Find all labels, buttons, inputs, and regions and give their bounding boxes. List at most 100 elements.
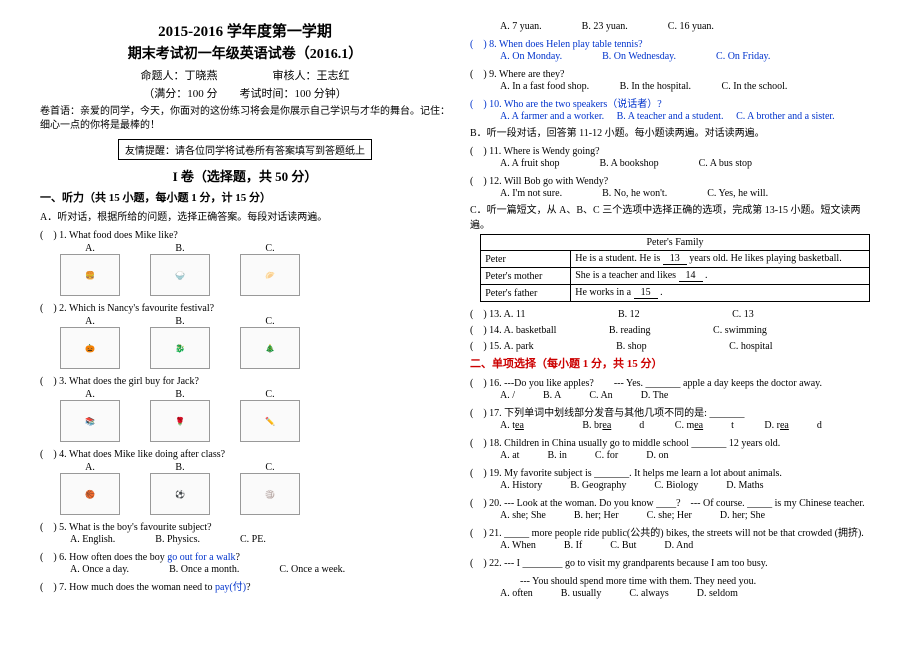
- q11c: C. A bus stop: [699, 158, 752, 169]
- q11b: B. A bookshop: [599, 158, 658, 169]
- tip-wrap: 友情提醒：请各位同学将试卷所有答案填写到答题纸上: [40, 137, 450, 162]
- volleyball-icon: 🏐: [240, 473, 300, 515]
- q11-opts: A. A fruit shop B. A bookshop C. A bus s…: [500, 158, 880, 169]
- q1-img-a: A.🍔: [60, 243, 120, 296]
- row1-label: Peter: [481, 251, 571, 268]
- burger-icon: 🍔: [60, 254, 120, 296]
- dumpling-icon: 🥟: [240, 254, 300, 296]
- q22-opts: A. oftenB. usuallyC. alwaysD. seldom: [500, 588, 880, 599]
- q1-img-c: C.🥟: [240, 243, 300, 296]
- q5-opts: A. English. B. Physics. C. PE.: [70, 534, 450, 545]
- tip-box: 友情提醒：请各位同学将试卷所有答案填写到答题纸上: [118, 139, 372, 160]
- q3-img-b: B.🌹: [150, 389, 210, 442]
- q3-img-c: C.✏️: [240, 389, 300, 442]
- q15b: B. shop: [616, 341, 647, 352]
- q8c: C. On Friday.: [716, 51, 770, 62]
- family-table: Peter's Family Peter He is a student. He…: [480, 234, 870, 302]
- q9a: A. In a fast food shop.: [500, 81, 589, 92]
- q10: ( ) 10. Who are the two speakers（说话者）?: [470, 95, 880, 110]
- q4-images: A.🏀 B.⚽ C.🏐: [60, 462, 450, 515]
- q11: ( ) 11. Where is Wendy going?: [470, 142, 880, 157]
- q3-images: A.📚 B.🌹 C.✏️: [60, 389, 450, 442]
- q14-line: ( ) 14. A. basketball B. reading C. swim…: [470, 321, 880, 336]
- partA-instr: A．听对话，根据所给的问题，选择正确答案。每段对话读两遍。: [40, 208, 450, 223]
- q10-opts: A. A farmer and a worker. B. A teacher a…: [500, 111, 880, 122]
- partB-instr: B．听一段对话，回答第 11-12 小题。每小题读两遍。对话读两遍。: [470, 124, 880, 139]
- q17-opts: A. tea B. bread C. meat D. read: [500, 420, 880, 431]
- q16-opts: A. /B. AC. AnD. The: [500, 390, 880, 401]
- q2-img-c: C.🎄: [240, 316, 300, 369]
- q7: ( ) 7. How much does the woman need to p…: [40, 578, 450, 593]
- q14: ( ) 14. A. basketball: [470, 325, 556, 336]
- row1-text: He is a student. He is 13 years old. He …: [571, 251, 870, 268]
- q3-img-a: A.📚: [60, 389, 120, 442]
- choice-title: 二、单项选择（每小题 1 分，共 15 分）: [470, 355, 880, 371]
- q21: ( ) 21. _____ more people ride public(公共…: [470, 524, 880, 539]
- score-line: （满分：100 分 考试时间：100 分钟）: [40, 85, 450, 101]
- q22-line2: --- You should spend more time with them…: [490, 572, 880, 587]
- q20: ( ) 20. --- Look at the woman. Do you kn…: [470, 494, 880, 509]
- flower-icon: 🌹: [150, 400, 210, 442]
- q15: ( ) 15. A. park: [470, 341, 534, 352]
- q17: ( ) 17. 下列单词中划线部分发音与其他几项不同的是: _______: [470, 404, 880, 419]
- q21-opts: A. WhenB. IfC. ButD. And: [500, 540, 880, 551]
- row3-text: He works in a 15 .: [571, 285, 870, 302]
- q8: ( ) 8. When does Helen play table tennis…: [470, 35, 880, 50]
- q19-opts: A. HistoryB. GeographyC. BiologyD. Maths: [500, 480, 880, 491]
- q2-img-b: B.🐉: [150, 316, 210, 369]
- q18: ( ) 18. Children in China usually go to …: [470, 434, 880, 449]
- q4: ( ) 4. What does Mike like doing after c…: [40, 445, 450, 460]
- q10c: C. A brother and a sister.: [736, 111, 835, 122]
- q5: ( ) 5. What is the boy's favourite subje…: [40, 518, 450, 533]
- q5b: B. Physics.: [155, 534, 200, 545]
- football-icon: ⚽: [150, 473, 210, 515]
- q19: ( ) 19. My favorite subject is _______. …: [470, 464, 880, 479]
- title-sub: 期末考试初一年级英语试卷（2016.1）: [40, 43, 450, 63]
- q13b: B. 12: [618, 309, 640, 320]
- q14b: B. reading: [609, 325, 651, 336]
- row2-label: Peter's mother: [481, 268, 571, 285]
- right-column: A. 7 yuan. B. 23 yuan. C. 16 yuan. ( ) 8…: [460, 20, 890, 630]
- q12b: B. No, he won't.: [602, 188, 667, 199]
- q11a: A. A fruit shop: [500, 158, 559, 169]
- q2: ( ) 2. Which is Nancy's favourite festiv…: [40, 299, 450, 314]
- q2-images: A.🎃 B.🐉 C.🎄: [60, 316, 450, 369]
- author-line: 命题人：丁晓燕 审核人：王志红: [40, 67, 450, 83]
- q5a: A. English.: [70, 534, 115, 545]
- q9-opts: A. In a fast food shop. B. In the hospit…: [500, 81, 880, 92]
- q9: ( ) 9. Where are they?: [470, 65, 880, 80]
- q6c: C. Once a week.: [279, 564, 345, 575]
- q18-opts: A. atB. inC. forD. on: [500, 450, 880, 461]
- title-main: 2015-2016 学年度第一学期: [40, 20, 450, 41]
- christmas-icon: 🎄: [240, 327, 300, 369]
- q12a: A. I'm not sure.: [500, 188, 562, 199]
- q3: ( ) 3. What does the girl buy for Jack?: [40, 372, 450, 387]
- section1-title: I 卷（选择题，共 50 分）: [40, 166, 450, 185]
- q13-line: ( ) 13. A. 11 B. 12 C. 13: [470, 305, 880, 320]
- q6-opts: A. Once a day. B. Once a month. C. Once …: [70, 564, 450, 575]
- dragonboat-icon: 🐉: [150, 327, 210, 369]
- q15-line: ( ) 15. A. park B. shop C. hospital: [470, 337, 880, 352]
- q8a: A. On Monday.: [500, 51, 562, 62]
- q10b: B. A teacher and a student.: [617, 111, 724, 122]
- halloween-icon: 🎃: [60, 327, 120, 369]
- partC-instr: C．听一篇短文，从 A、B、C 三个选项中选择正确的选项，完成第 13-15 小…: [470, 201, 880, 231]
- rice-icon: 🍚: [150, 254, 210, 296]
- q8b: B. On Wednesday.: [602, 51, 676, 62]
- basketball-icon: 🏀: [60, 473, 120, 515]
- q12: ( ) 12. Will Bob go with Wendy?: [470, 172, 880, 187]
- books-icon: 📚: [60, 400, 120, 442]
- q15c: C. hospital: [729, 341, 772, 352]
- q4-img-a: A.🏀: [60, 462, 120, 515]
- q8-opts: A. On Monday. B. On Wednesday. C. On Fri…: [500, 51, 880, 62]
- left-column: 2015-2016 学年度第一学期 期末考试初一年级英语试卷（2016.1） 命…: [30, 20, 460, 630]
- q7c: C. 16 yuan.: [668, 21, 714, 32]
- q6a: A. Once a day.: [70, 564, 129, 575]
- q16: ( ) 16. ---Do you like apples? --- Yes. …: [470, 374, 880, 389]
- listening-title: 一、听力（共 15 小题，每小题 1 分，计 15 分）: [40, 189, 450, 205]
- q13: ( ) 13. A. 11: [470, 309, 525, 320]
- q12-opts: A. I'm not sure. B. No, he won't. C. Yes…: [500, 188, 880, 199]
- q7-opts: A. 7 yuan. B. 23 yuan. C. 16 yuan.: [500, 21, 880, 32]
- q4-img-b: B.⚽: [150, 462, 210, 515]
- q14c: C. swimming: [713, 325, 767, 336]
